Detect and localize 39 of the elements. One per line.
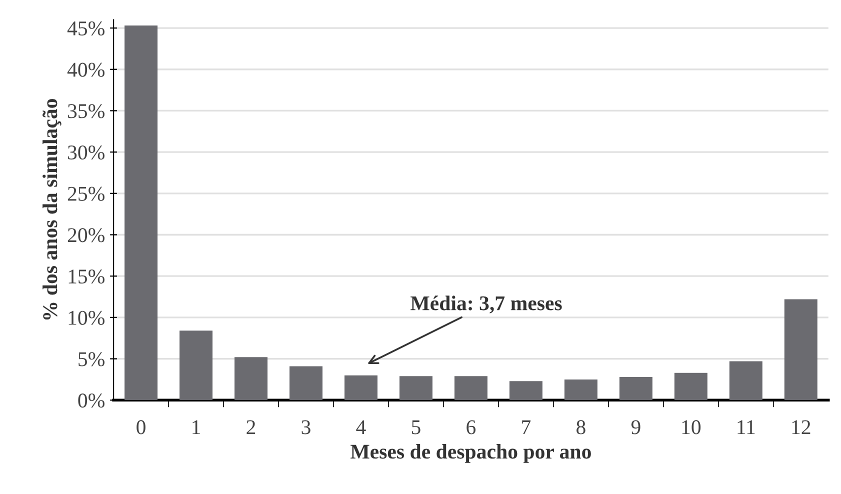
x-tick-label: 4 [356, 420, 366, 434]
y-tick-label: 20% [68, 228, 104, 242]
x-tick-label: 12 [792, 420, 810, 434]
x-tick-label: 9 [631, 420, 640, 434]
y-tick-label: 30% [68, 145, 104, 160]
y-tick-label: 5% [78, 352, 104, 366]
x-tick-label: 11 [738, 420, 755, 434]
bar [290, 366, 322, 400]
bar [729, 361, 762, 400]
x-tick-label: 0 [136, 420, 146, 434]
y-tick-label: 25% [68, 186, 104, 201]
bar [619, 376, 652, 400]
bar [124, 26, 158, 400]
x-tick-label: 3 [302, 420, 310, 434]
y-tick-label: 0% [78, 394, 104, 408]
y-tick-label: 35% [68, 104, 104, 118]
bar [344, 375, 378, 400]
x-tick-label: 5 [412, 420, 420, 434]
y-tick-label: 10% [68, 310, 104, 325]
y-axis-title: % dos anos da simulação [42, 99, 62, 320]
bar [674, 372, 708, 400]
x-tick-label: 2 [246, 420, 256, 434]
x-tick-label: 8 [576, 420, 586, 434]
y-tick-label: 15% [68, 269, 104, 284]
y-tick-label: 40% [67, 62, 104, 77]
x-tick-label: 10 [682, 420, 701, 434]
bar [454, 376, 488, 400]
x-tick-label: 1 [192, 420, 200, 434]
bar [784, 299, 818, 400]
bar [180, 330, 213, 400]
annotation: Média: 3,7 meses [410, 296, 562, 314]
x-tick-label: 7 [522, 420, 531, 434]
bar [234, 357, 268, 400]
bar [564, 379, 598, 400]
x-tick-label: 6 [466, 420, 476, 434]
bar [399, 376, 432, 400]
x-axis-title: Meses de despacho por ano [350, 444, 591, 463]
bar [509, 381, 542, 400]
y-tick-label: 45% [67, 21, 104, 36]
